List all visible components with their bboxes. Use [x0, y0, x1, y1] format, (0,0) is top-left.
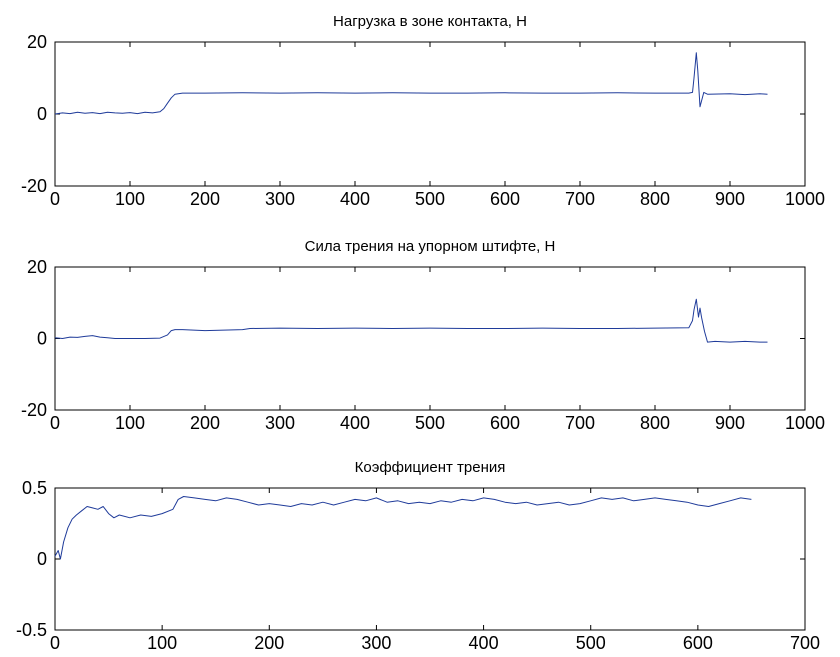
chart-title: Коэффициент трения — [355, 459, 506, 476]
x-tick-label: 200 — [254, 633, 284, 653]
x-tick-label: 700 — [565, 413, 595, 433]
x-tick-label: 400 — [340, 189, 370, 209]
x-tick-label: 600 — [490, 413, 520, 433]
x-tick-label: 300 — [265, 413, 295, 433]
x-tick-label: 100 — [115, 413, 145, 433]
x-tick-label: 500 — [576, 633, 606, 653]
series-line-1 — [54, 496, 752, 560]
x-tick-label: 300 — [361, 633, 391, 653]
x-tick-label: 500 — [415, 189, 445, 209]
x-tick-label: 400 — [469, 633, 499, 653]
y-tick-label: -20 — [21, 400, 47, 420]
x-tick-label: 900 — [715, 189, 745, 209]
y-tick-label: 20 — [27, 257, 47, 277]
x-tick-label: 600 — [683, 633, 713, 653]
subplot-1: Нагрузка в зоне контакта, Н0 100 200 300 400… — [21, 13, 825, 209]
x-tick-label: 200 — [190, 413, 220, 433]
x-tick-label: 800 — [640, 189, 670, 209]
subplot-3: Коэффициент трения 0 100 200 300 400 500 600 700… — [16, 459, 820, 653]
x-tick-label: 200 — [190, 189, 220, 209]
y-tick-label: 0.5 — [22, 478, 47, 498]
x-tick-label: 1000 — [785, 413, 825, 433]
y-tick-label: 20 — [27, 32, 47, 52]
x-tick-label: 1000 — [785, 189, 825, 209]
x-tick-label: 0 — [50, 413, 60, 433]
plot-frame — [54, 487, 806, 631]
plot-frame — [54, 266, 806, 411]
chart-title: Сила трения на упорном штифте, Н — [305, 238, 556, 255]
y-tick-label: 0 — [37, 104, 47, 124]
x-tick-label: 700 — [565, 189, 595, 209]
x-tick-label: 400 — [340, 413, 370, 433]
y-tick-label: -20 — [21, 176, 47, 196]
plot-frame — [54, 41, 806, 187]
x-tick-label: 0 — [50, 189, 60, 209]
x-tick-label: 600 — [490, 189, 520, 209]
x-tick-label: 100 — [147, 633, 177, 653]
y-tick-label: -0.5 — [16, 620, 47, 640]
x-tick-label: 800 — [640, 413, 670, 433]
x-tick-label: 0 — [50, 633, 60, 653]
series-line-1 — [54, 298, 768, 343]
x-tick-label: 900 — [715, 413, 745, 433]
x-tick-label: 500 — [415, 413, 445, 433]
series-line-1 — [54, 52, 768, 115]
subplot-2: Сила трения на упорном штифте, Н0 100 200 3… — [21, 238, 825, 433]
x-tick-label: 100 — [115, 189, 145, 209]
chart-title: Нагрузка в зоне контакта, Н — [333, 13, 527, 30]
y-tick-label: 0 — [37, 549, 47, 569]
y-tick-label: 0 — [37, 329, 47, 349]
x-tick-label: 300 — [265, 189, 295, 209]
x-tick-label: 700 — [790, 633, 820, 653]
